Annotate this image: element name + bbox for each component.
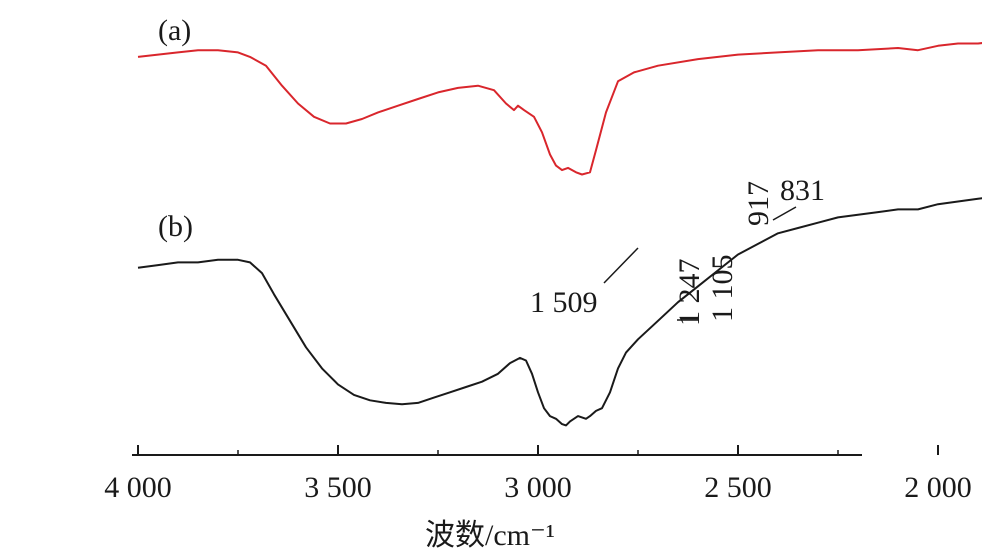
- x-tick-label: 3 500: [304, 471, 372, 504]
- x-tick-label: 4 000: [104, 471, 172, 504]
- plot-area: [137, 42, 982, 427]
- series-line-a: [137, 42, 982, 176]
- x-tick-label: 3 000: [504, 471, 572, 504]
- annotation-917: 917: [742, 181, 775, 226]
- annotation-1509: 1 509: [530, 286, 598, 319]
- series-b-label: (b): [158, 210, 193, 243]
- annotation-831: 831: [780, 174, 825, 207]
- annotation-leader-1509: [603, 247, 639, 284]
- annotation-1105: 1 105: [706, 255, 739, 323]
- x-tick-label: 2 000: [904, 471, 972, 504]
- x-tick-label: 2 500: [704, 471, 772, 504]
- x-axis-title: 波数/cm⁻¹: [425, 519, 555, 552]
- annotation-leader-831: [772, 206, 797, 221]
- series-a-label: (a): [158, 14, 191, 47]
- annotation-1247: 1 247: [673, 259, 706, 327]
- series-line-b: [137, 197, 982, 427]
